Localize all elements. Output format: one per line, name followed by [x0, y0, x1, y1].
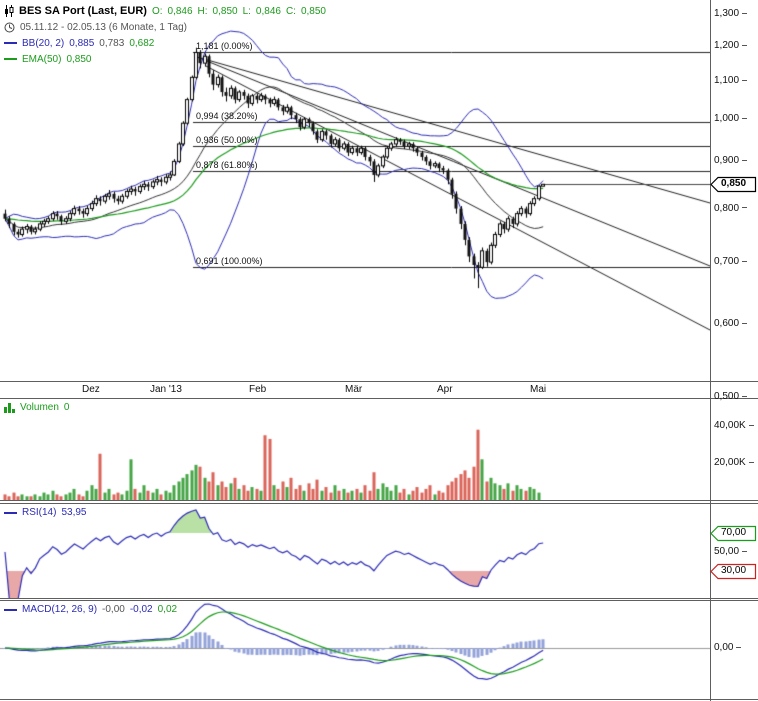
- price-axis-label: 1,100: [714, 75, 747, 86]
- price-axis-label: 0,500: [714, 391, 747, 402]
- rsi-panel-label: RSI(14) 53,95: [4, 507, 86, 518]
- rsi-label: RSI(14): [22, 507, 57, 518]
- chart-legend: BES SA Port (Last, EUR) O: 0,846 H: 0,85…: [4, 3, 326, 67]
- macd-signal-value: 0,02: [157, 604, 178, 615]
- volume-axis-label: 20,00K: [714, 457, 754, 468]
- close-value: 0,850: [300, 5, 326, 17]
- macd-line-swatch: [4, 608, 17, 611]
- ema-value: 0,850: [66, 53, 92, 65]
- high-value: 0,850: [212, 5, 238, 17]
- volume-value: 0: [63, 402, 70, 413]
- clock-icon: [4, 22, 15, 32]
- price-axis-label: 0,600: [714, 318, 747, 329]
- month-label: Mai: [530, 384, 547, 395]
- volume-panel-label: Volumen 0: [4, 402, 69, 413]
- bb-upper-value: 0,885: [69, 37, 95, 49]
- rsi-axis-label: 50,00: [714, 546, 747, 557]
- panel-divider: [0, 500, 758, 501]
- price-axis-label: 1,000: [714, 113, 747, 124]
- macd-axis-label: 0,00: [714, 642, 741, 653]
- price-axis-label: 1,200: [714, 40, 747, 51]
- last-price-tag: 0,850: [710, 176, 757, 193]
- panel-divider: [0, 381, 758, 382]
- price-axis-label: 0,700: [714, 256, 747, 267]
- price-axis-label: 1,300: [714, 8, 747, 19]
- rsi-level-tag: 30,00: [710, 563, 757, 580]
- bb-label: BB(20, 2): [22, 37, 65, 49]
- rsi-level-tag: 70,00: [710, 525, 757, 542]
- month-label: Mär: [345, 384, 363, 395]
- date-range-row: 05.11.12 - 02.05.13 (6 Monate, 1 Tag): [4, 19, 326, 35]
- month-label: Jan '13: [150, 384, 182, 395]
- bb-lower-value: 0,682: [129, 37, 155, 49]
- low-label: L:: [242, 5, 251, 17]
- main-price-chart[interactable]: [0, 0, 710, 381]
- bb-legend-row: BB(20, 2) 0,885 0,783 0,682: [4, 35, 326, 51]
- price-axis-label: 0,800: [714, 203, 747, 214]
- volume-label: Volumen: [20, 402, 59, 413]
- month-label: Apr: [437, 384, 453, 395]
- price-axis-label: 0,900: [714, 155, 747, 166]
- bb-line-swatch: [4, 42, 17, 44]
- month-label: Feb: [249, 384, 267, 395]
- rsi-line-swatch: [4, 511, 17, 514]
- month-label: Dez: [82, 384, 100, 395]
- volume-icon: [4, 402, 15, 413]
- rsi-chart-canvas[interactable]: [0, 503, 710, 598]
- date-range: 05.11.12 - 02.05.13 (6 Monate, 1 Tag): [20, 21, 187, 33]
- panel-divider: [0, 699, 758, 700]
- volume-chart-canvas[interactable]: [0, 398, 710, 500]
- axis-divider: [710, 0, 711, 701]
- ema-label: EMA(50): [22, 53, 62, 65]
- open-value: 0,846: [167, 5, 193, 17]
- ema-line-swatch: [4, 58, 17, 60]
- close-label: C:: [285, 5, 296, 17]
- rsi-value: 53,95: [61, 507, 87, 518]
- low-value: 0,846: [255, 5, 281, 17]
- panel-divider: [0, 398, 758, 399]
- high-label: H:: [197, 5, 208, 17]
- ema-legend-row: EMA(50) 0,850: [4, 51, 326, 67]
- macd-panel-label: MACD(12, 26, 9) -0,00 -0,02 0,02: [4, 604, 177, 615]
- candlestick-icon: [5, 5, 14, 17]
- volume-axis-label: 40,00K: [714, 420, 754, 431]
- macd-label: MACD(12, 26, 9): [22, 604, 98, 615]
- macd-line-value: -0,02: [129, 604, 153, 615]
- panel-divider: [0, 503, 758, 504]
- instrument-title: BES SA Port (Last, EUR): [19, 5, 147, 17]
- bb-middle-value: 0,783: [99, 37, 125, 49]
- panel-divider: [0, 600, 758, 601]
- macd-chart-canvas[interactable]: [0, 600, 710, 699]
- instrument-row: BES SA Port (Last, EUR) O: 0,846 H: 0,85…: [4, 3, 326, 19]
- macd-hist-value: -0,00: [102, 604, 125, 615]
- panel-divider: [0, 598, 758, 599]
- open-label: O:: [151, 5, 163, 17]
